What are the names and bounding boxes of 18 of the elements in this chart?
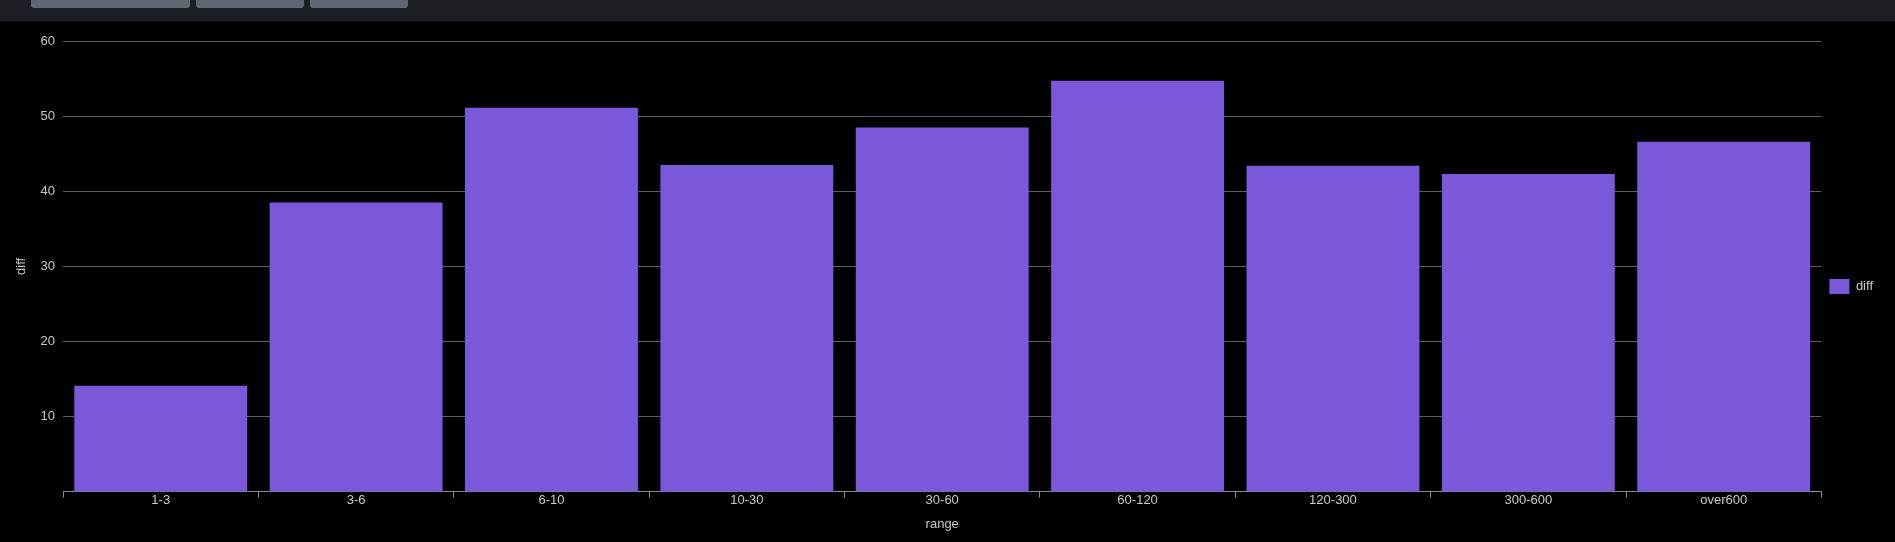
x-tick-label: over600 (1700, 492, 1748, 508)
x-tick-label: 60-120 (1117, 492, 1158, 508)
x-axis-title: range (925, 515, 959, 531)
x-tick-label: 1-3 (151, 492, 171, 508)
x-tick-label: 3-6 (346, 492, 366, 508)
y-tick-label: 50 (40, 107, 56, 123)
x-tick-label: 6-10 (538, 492, 565, 508)
y-tick-label: 60 (40, 32, 56, 48)
y-axis-title: diff (13, 257, 29, 275)
y-tick-label: 30 (40, 257, 56, 273)
x-tick-label: 300-600 (1504, 492, 1553, 508)
y-tick-label: 20 (40, 333, 56, 349)
y-tick-label: 40 (40, 182, 56, 198)
x-tick-label: 10-30 (730, 492, 764, 508)
x-tick-label: 120-300 (1309, 492, 1357, 508)
y-tick-label: 10 (40, 408, 56, 424)
legend-label: diff (1855, 278, 1874, 294)
x-tick-label: 30-60 (925, 492, 959, 508)
